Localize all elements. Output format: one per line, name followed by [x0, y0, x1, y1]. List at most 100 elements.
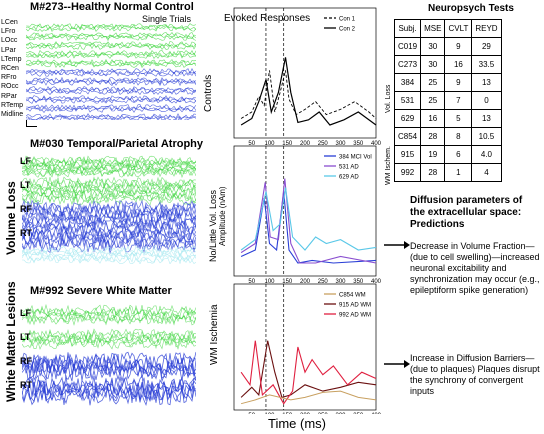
table-row: 384 25 9 13	[393, 73, 502, 92]
x-tick-label: 100	[264, 141, 275, 147]
eeg-trace	[22, 255, 196, 264]
table-cell: 13	[471, 73, 502, 92]
eeg-trace	[26, 95, 196, 101]
table-cell: 992	[393, 163, 422, 182]
diffusion-title: Diffusion parameters of the extracellula…	[410, 195, 523, 230]
evoked-waveform	[240, 187, 377, 251]
channel-label: RTemp	[1, 101, 24, 109]
eeg-trace	[26, 42, 196, 49]
evoked-waveform	[240, 57, 377, 126]
channel-label: RPar	[1, 92, 17, 100]
eeg-trace	[22, 351, 196, 370]
evoked-waveform	[240, 178, 377, 264]
panel-volume-loss: M#030 Temporal/Parietal Atrophy Volume L…	[0, 135, 203, 270]
eeg-trace	[22, 161, 196, 171]
legend-label: 384 MCI Vol	[339, 155, 372, 161]
eeg-trace	[26, 104, 196, 111]
evoked-title: Evoked Responses	[224, 13, 311, 24]
eeg-trace	[22, 168, 196, 179]
x-tick-label: 250	[318, 279, 329, 285]
eeg-trace	[26, 105, 196, 112]
evoked-waveform	[240, 340, 377, 405]
table-cell: 29	[471, 37, 502, 56]
table-row: 531 25 7 0	[393, 91, 502, 110]
arrow-icon	[384, 241, 410, 249]
ylabel-amplitude: Amplitude (nAm)	[218, 186, 227, 246]
table-header: Subj.	[393, 19, 422, 38]
eeg-trace	[22, 245, 196, 255]
channel-label: RT	[20, 380, 32, 390]
eeg-trace	[22, 362, 196, 383]
x-tick-label: 350	[353, 279, 364, 285]
channel-label: LT	[20, 180, 31, 190]
legend-label: C854 WM	[339, 293, 366, 299]
plot-frame	[233, 7, 377, 139]
channel-label: RF	[20, 356, 32, 366]
eeg-trace	[26, 76, 196, 83]
x-tick-label: 200	[300, 141, 311, 147]
group-label-wm: WM Ischem.	[385, 146, 392, 185]
eeg-trace	[26, 69, 196, 76]
eeg-trace	[26, 43, 196, 50]
eeg-trace	[26, 53, 196, 59]
table-title: Neuropsych Tests	[428, 3, 514, 14]
table-cell: 30	[420, 55, 446, 74]
row-label-wm: WM Ischemia	[209, 304, 220, 365]
table-row: 629 16 5 13	[393, 109, 502, 128]
eeg-trace	[26, 80, 196, 87]
evoked-waveform	[240, 70, 377, 119]
table-cell: 9	[444, 37, 473, 56]
x-tick-label: 400	[371, 279, 382, 285]
eeg-trace	[26, 78, 196, 85]
eeg-trace	[22, 312, 196, 324]
eeg-trace	[26, 116, 196, 120]
table-cell: 4	[471, 163, 502, 182]
legend-label: 629 AD	[339, 175, 359, 181]
eeg-traces-volume-loss	[22, 155, 196, 264]
table-cell: 10.5	[471, 127, 502, 146]
eeg-trace	[22, 251, 196, 261]
eeg-trace	[22, 199, 196, 215]
eeg-trace	[26, 89, 196, 96]
eeg-trace	[22, 328, 196, 340]
table-cell: 13	[471, 109, 502, 128]
channel-label: LFro	[1, 28, 16, 36]
table-header: CVLT	[444, 19, 473, 38]
x-tick-label: 300	[335, 413, 346, 414]
table-cell: 33.5	[471, 55, 502, 74]
eeg-trace	[26, 61, 196, 69]
eeg-trace	[22, 182, 196, 194]
channel-label: LOcc	[1, 37, 18, 45]
table-cell: 1	[444, 163, 473, 182]
panel-wm-lesions: M#992 Severe White Matter White Matter L…	[0, 281, 197, 412]
eeg-trace	[22, 314, 196, 326]
channel-label: RF	[20, 204, 32, 214]
table-cell: 5	[444, 109, 473, 128]
eeg-trace	[26, 107, 196, 113]
table-cell: 6	[444, 145, 473, 164]
neuropsych-table: Subj. MSE CVLT REYD C019 30 9 29 C273 30 16 33.5 38…	[393, 19, 502, 182]
eeg-traces-wm	[22, 303, 196, 407]
eeg-trace	[22, 332, 196, 344]
table-row: C273 30 16 33.5	[393, 55, 502, 74]
plot-frame	[233, 145, 377, 277]
table-cell: 531	[393, 91, 422, 110]
eeg-trace	[22, 230, 196, 246]
table-row: C019 30 9 29	[393, 37, 502, 56]
eeg-trace	[22, 186, 196, 198]
eeg-trace	[22, 336, 196, 348]
eeg-trace	[26, 86, 196, 92]
group-label-vol: Vol. Loss	[385, 84, 392, 113]
table-cell: 19	[420, 145, 446, 164]
table-cell: 629	[393, 109, 422, 128]
eeg-trace	[22, 308, 196, 320]
channel-label: Midline	[1, 111, 24, 118]
eeg-trace	[22, 306, 196, 318]
panel-normal-control: M#273--Healthy Normal Control Single Tri…	[0, 0, 197, 132]
xlabel: Time (ms)	[268, 416, 327, 431]
table-cell: C019	[393, 37, 422, 56]
eeg-trace	[22, 247, 196, 257]
channel-label: LTemp	[1, 55, 22, 63]
table-cell: 16	[420, 109, 446, 128]
note-volume-fraction: Decrease in Volume Fraction—(due to cell…	[410, 241, 540, 295]
